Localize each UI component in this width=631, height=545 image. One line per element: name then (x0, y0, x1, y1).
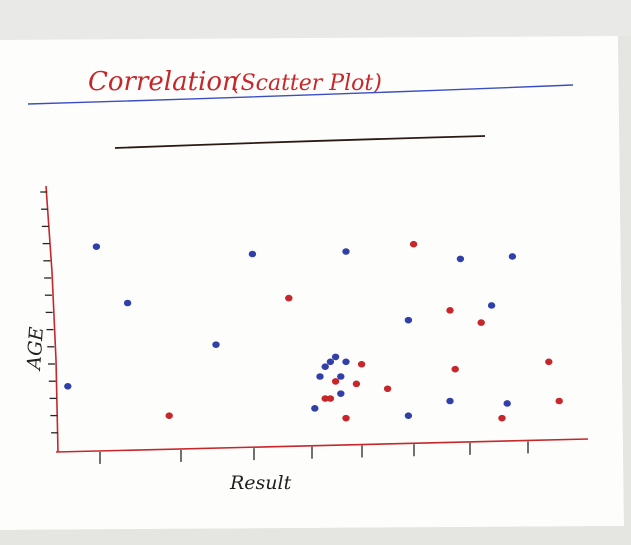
data-point-blue (503, 400, 511, 407)
data-point-red (498, 414, 506, 422)
data-point-blue (446, 397, 454, 405)
data-point-blue (342, 358, 350, 366)
x-axis-label: Result (229, 472, 292, 494)
data-point-red (352, 380, 361, 388)
data-point-red (451, 365, 459, 373)
data-point-blue (321, 363, 329, 371)
data-point-blue (248, 250, 257, 258)
data-point-red (409, 240, 418, 248)
data-point-blue (456, 255, 465, 263)
data-point-red (477, 319, 485, 326)
data-point-blue (404, 412, 413, 420)
x-axis-ticks (99, 441, 529, 464)
data-point-blue (316, 373, 324, 380)
data-point-blue (487, 302, 496, 309)
data-point-red (545, 358, 553, 366)
data-point-blue (64, 382, 72, 390)
paper-sheet (0, 36, 624, 530)
data-point-red (285, 294, 293, 302)
data-point-blue (404, 316, 413, 324)
y-axis-line (45, 185, 59, 453)
data-point-blue (337, 373, 345, 380)
data-point-blue (212, 341, 220, 348)
data-point-blue (331, 353, 340, 361)
data-point-red (555, 397, 563, 405)
y-axis-label: AGE (23, 326, 48, 372)
y-axis-ticks (40, 191, 59, 434)
data-point-blue (123, 299, 132, 307)
data-point-red (342, 414, 350, 422)
x-axis-line (55, 438, 589, 453)
data-point-blue (342, 248, 350, 255)
data-point-blue (508, 253, 517, 260)
blank-title-line (114, 135, 486, 149)
data-point-blue (311, 405, 319, 412)
data-point-blue (326, 358, 335, 366)
data-point-red (446, 307, 454, 314)
page-title: Correlation (88, 67, 239, 97)
data-point-red (165, 412, 173, 420)
title-underline (27, 84, 574, 105)
scatter-points (64, 240, 563, 422)
data-point-blue (92, 243, 101, 250)
page-subtitle: (Scatter Plot) (232, 71, 382, 96)
data-point-red (331, 378, 340, 385)
chart-axes (40, 185, 589, 464)
data-point-red (357, 360, 366, 368)
data-point-blue (337, 390, 345, 397)
data-point-red (326, 395, 335, 402)
data-point-red (383, 385, 392, 393)
